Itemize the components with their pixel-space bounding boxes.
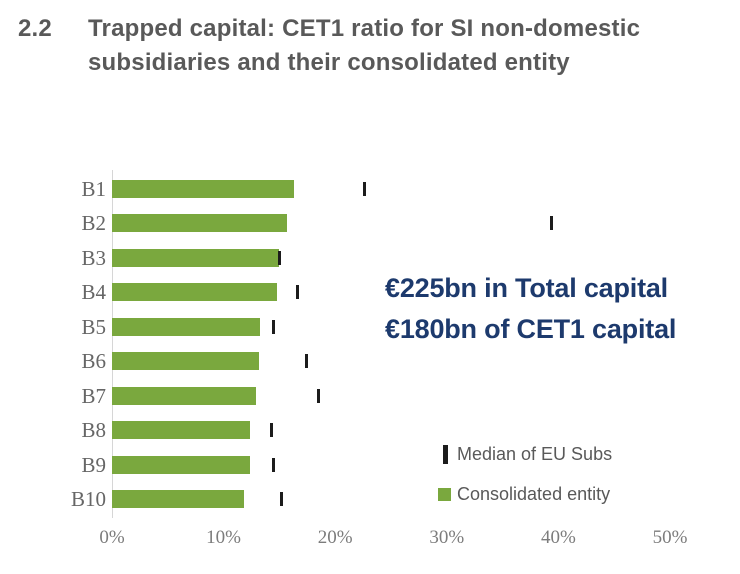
- median-tick: [277, 250, 281, 265]
- figure-number: 2.2: [18, 15, 52, 42]
- x-axis-tick-label: 20%: [317, 527, 353, 548]
- category-label: B7: [81, 383, 106, 408]
- median-tick: [304, 354, 308, 369]
- figure-title: 2.2 Trapped capital: CET1 ratio for SI n…: [18, 12, 688, 80]
- category-label: B1: [81, 177, 106, 201]
- consolidated-entity-bar: [112, 421, 251, 440]
- category-label: B2: [81, 211, 106, 236]
- median-tick: [272, 457, 276, 472]
- category-label: B3: [81, 245, 106, 270]
- legend-label-entity: Consolidated entity: [457, 484, 611, 504]
- consolidated-entity-bar: [112, 283, 278, 302]
- annotation-line-1: €225bn in Total capital: [385, 273, 668, 303]
- capital-annotation: €225bn in Total capital €180bn of CET1 c…: [385, 268, 676, 350]
- x-axis-tick-label: 10%: [206, 527, 241, 548]
- x-axis-tick-label: 50%: [652, 527, 688, 548]
- consolidated-entity-bar: [112, 214, 288, 233]
- category-label: B9: [81, 452, 106, 477]
- category-label: B10: [70, 486, 106, 511]
- consolidated-entity-bar: [112, 489, 244, 508]
- median-tick: [362, 182, 366, 196]
- consolidated-entity-bar: [112, 317, 261, 336]
- legend-item-median: Median of EU Subs: [443, 444, 612, 465]
- category-label: B6: [81, 349, 106, 374]
- consolidated-entity-bar: [112, 352, 260, 371]
- median-tick: [550, 216, 554, 231]
- median-tick-icon: [443, 445, 448, 464]
- consolidated-entity-bar: [112, 180, 294, 198]
- median-tick: [272, 319, 276, 334]
- median-tick: [295, 285, 299, 300]
- consolidated-entity-bar: [112, 455, 251, 474]
- median-tick: [280, 491, 284, 506]
- consolidated-entity-bar: [112, 248, 280, 267]
- category-label: B4: [81, 280, 106, 305]
- median-tick: [316, 388, 320, 403]
- legend-label-median: Median of EU Subs: [457, 444, 613, 464]
- legend-item-entity: Consolidated entity: [438, 484, 610, 505]
- x-axis-tick-label: 30%: [429, 527, 465, 548]
- figure-title-text: Trapped capital: CET1 ratio for SI non-d…: [88, 15, 641, 76]
- median-tick: [270, 423, 274, 438]
- x-axis-tick-label: 40%: [540, 527, 576, 548]
- annotation-line-2: €180bn of CET1 capital: [385, 314, 677, 344]
- green-square-icon: [438, 488, 451, 501]
- consolidated-entity-bar: [112, 386, 256, 405]
- y-axis-line: [112, 170, 113, 518]
- x-axis-tick-label: 0%: [99, 527, 125, 548]
- category-label: B8: [81, 418, 106, 443]
- category-label: B5: [81, 314, 106, 339]
